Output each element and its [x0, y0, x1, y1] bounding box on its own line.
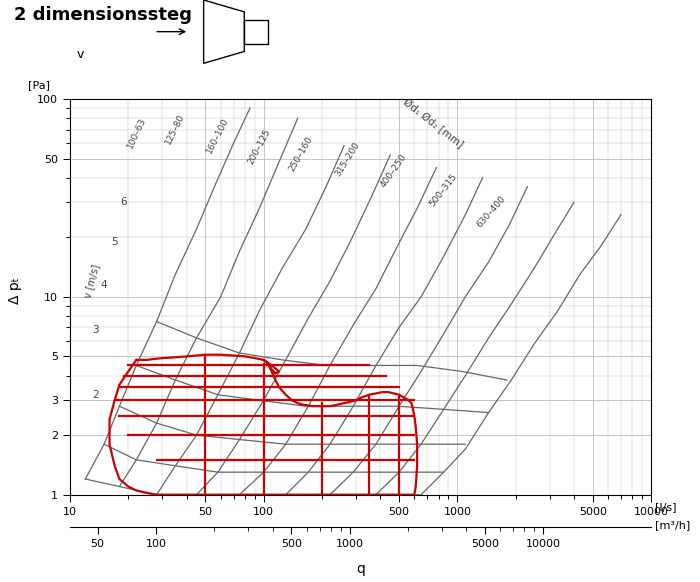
Text: 4: 4 — [101, 280, 107, 290]
Text: 500–315: 500–315 — [428, 172, 459, 208]
Text: v: v — [77, 48, 84, 61]
Text: [Pa]: [Pa] — [29, 80, 50, 90]
Text: 3: 3 — [92, 325, 99, 335]
Text: 315–200: 315–200 — [333, 140, 361, 178]
Text: 400–250: 400–250 — [379, 152, 409, 189]
Text: 630–400: 630–400 — [475, 194, 507, 229]
Text: v [m/s]: v [m/s] — [83, 263, 102, 299]
Text: Ød₁ Ød₂ [mm]: Ød₁ Ød₂ [mm] — [401, 97, 465, 150]
Text: 5: 5 — [111, 237, 118, 247]
Text: [m³/h]: [m³/h] — [654, 520, 690, 530]
Text: 2 dimensionssteg: 2 dimensionssteg — [14, 6, 192, 24]
Text: Δ pₜ: Δ pₜ — [8, 278, 22, 304]
Text: 125–80: 125–80 — [164, 112, 187, 146]
Text: [l/s]: [l/s] — [654, 502, 676, 513]
Text: 160–100: 160–100 — [205, 116, 231, 155]
Text: 2: 2 — [92, 390, 99, 400]
Text: 6: 6 — [120, 197, 127, 207]
Text: q: q — [356, 562, 365, 576]
Text: 200–125: 200–125 — [246, 127, 272, 166]
Text: 250–160: 250–160 — [287, 136, 314, 173]
Text: 100–63: 100–63 — [125, 116, 148, 150]
